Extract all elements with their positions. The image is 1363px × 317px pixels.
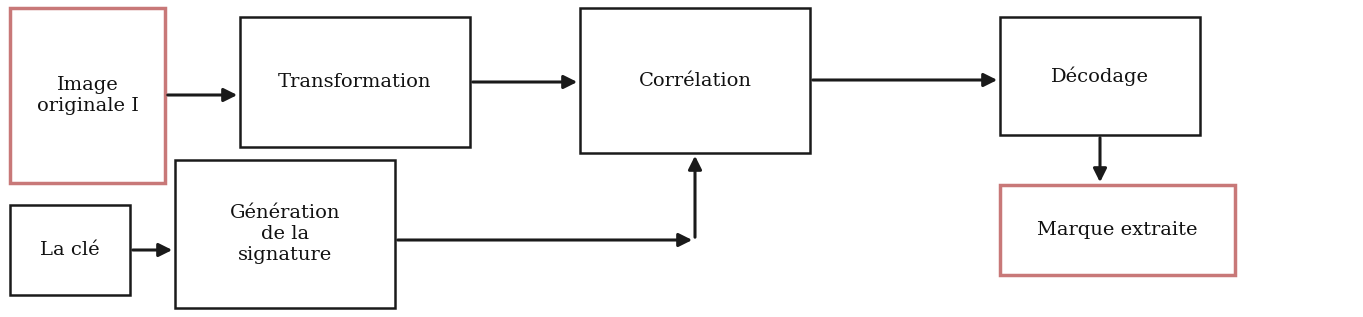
Bar [1000, 17, 1199, 135]
Text: Image
originale I: Image originale I [37, 76, 139, 115]
Text: Corrélation: Corrélation [638, 72, 751, 89]
Bar [1000, 185, 1235, 275]
Bar [174, 160, 395, 308]
Bar [581, 8, 810, 153]
Bar [10, 205, 129, 295]
Text: Génération
de la
signature: Génération de la signature [230, 204, 341, 264]
Text: Transformation: Transformation [278, 73, 432, 91]
Text: Marque extraite: Marque extraite [1037, 221, 1198, 239]
Bar [10, 8, 165, 183]
Text: Décodage: Décodage [1051, 66, 1149, 86]
Text: La clé: La clé [40, 241, 99, 259]
Bar [240, 17, 470, 147]
